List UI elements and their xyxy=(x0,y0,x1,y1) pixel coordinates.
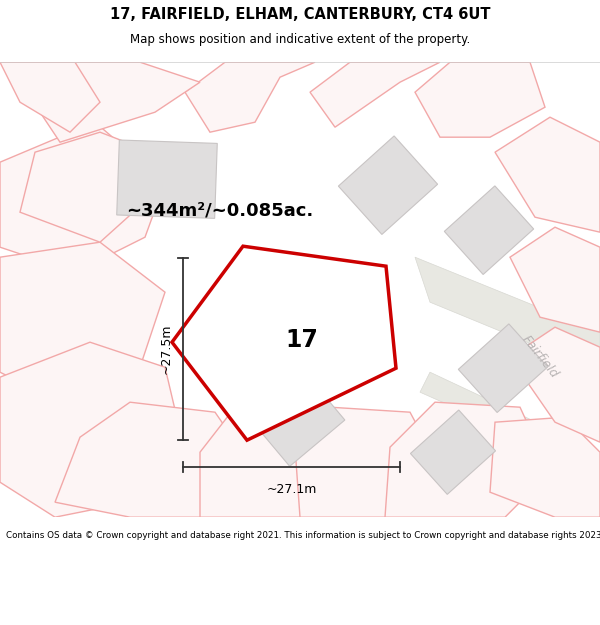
Polygon shape xyxy=(20,132,165,242)
Text: 17: 17 xyxy=(286,328,319,352)
Polygon shape xyxy=(490,417,600,517)
Polygon shape xyxy=(295,408,445,517)
Polygon shape xyxy=(30,62,200,142)
Polygon shape xyxy=(172,246,396,440)
Polygon shape xyxy=(310,62,440,127)
Polygon shape xyxy=(410,410,496,494)
Polygon shape xyxy=(415,258,600,372)
Polygon shape xyxy=(223,266,317,358)
Polygon shape xyxy=(185,62,315,132)
Polygon shape xyxy=(495,118,600,232)
Polygon shape xyxy=(415,62,545,137)
Text: Map shows position and indicative extent of the property.: Map shows position and indicative extent… xyxy=(130,34,470,46)
Polygon shape xyxy=(117,140,217,218)
Polygon shape xyxy=(251,374,345,466)
Text: Contains OS data © Crown copyright and database right 2021. This information is : Contains OS data © Crown copyright and d… xyxy=(6,531,600,540)
Text: Fairfield: Fairfield xyxy=(520,333,560,381)
Polygon shape xyxy=(445,186,533,274)
Text: ~344m²/~0.085ac.: ~344m²/~0.085ac. xyxy=(127,201,314,219)
Polygon shape xyxy=(0,122,165,272)
Polygon shape xyxy=(200,408,355,517)
Text: ~27.5m: ~27.5m xyxy=(160,324,173,374)
Polygon shape xyxy=(55,402,260,517)
Polygon shape xyxy=(0,242,165,402)
Polygon shape xyxy=(510,327,600,442)
Text: ~27.1m: ~27.1m xyxy=(266,483,317,496)
Polygon shape xyxy=(0,342,185,517)
Polygon shape xyxy=(385,402,550,517)
Polygon shape xyxy=(0,62,100,132)
Polygon shape xyxy=(420,372,600,472)
Polygon shape xyxy=(510,227,600,332)
Polygon shape xyxy=(458,324,548,412)
Text: 17, FAIRFIELD, ELHAM, CANTERBURY, CT4 6UT: 17, FAIRFIELD, ELHAM, CANTERBURY, CT4 6U… xyxy=(110,7,490,22)
Polygon shape xyxy=(338,136,437,234)
